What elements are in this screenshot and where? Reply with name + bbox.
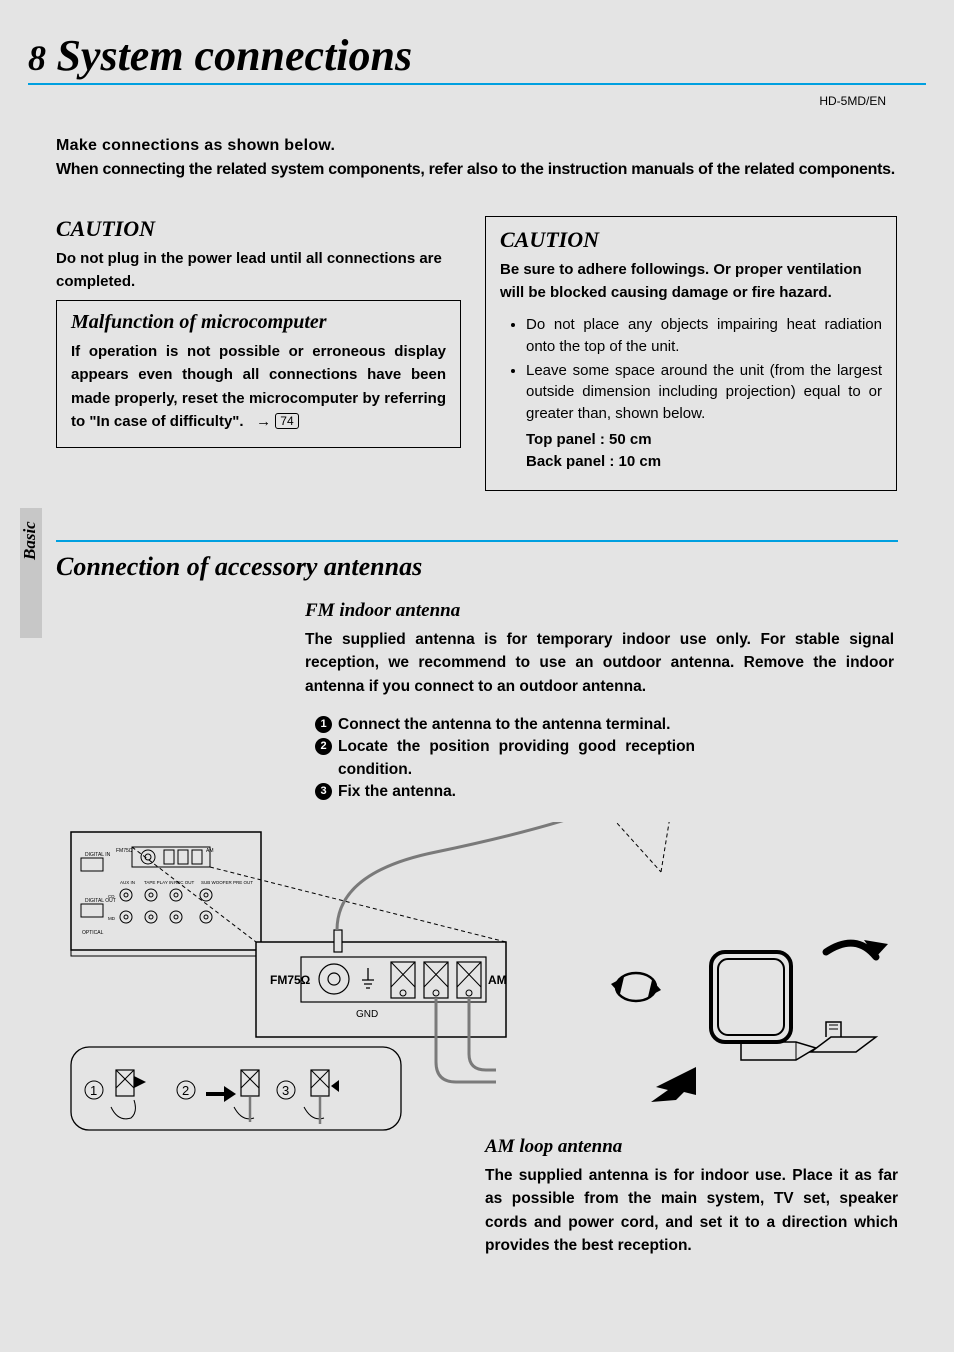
label-digital-in: DIGITAL IN: [85, 852, 111, 858]
fm-step-1: 1 Connect the antenna to the antenna ter…: [315, 714, 695, 736]
fm-title: FM indoor antenna: [305, 600, 894, 622]
arrow-icon: →: [256, 413, 271, 430]
page-number: 8: [28, 37, 46, 79]
step-badge-1: 1: [315, 716, 332, 733]
am-loop-antenna-icon: [711, 952, 816, 1060]
callout-1: 1: [90, 1083, 97, 1098]
step-badge-3: 3: [315, 783, 332, 800]
caution-right-list: Do not place any objects impairing heat …: [500, 314, 882, 425]
label-sub: SUB WOOFER PRE OUT: [201, 880, 253, 885]
caution-right-body: Be sure to adhere followings. Or proper …: [500, 259, 882, 304]
step-text-1: Connect the antenna to the antenna termi…: [338, 714, 695, 736]
fm-steps: 1 Connect the antenna to the antenna ter…: [315, 714, 695, 804]
intro-text: Make connections as shown below. When co…: [56, 134, 898, 182]
label-fm-small: FM75Ω: [116, 848, 133, 854]
label-gnd: GND: [356, 1009, 378, 1020]
label-am-small: AM: [206, 848, 214, 854]
rear-panel-small: DIGITAL IN DIGITAL OUT OPTICAL FM75Ω AM …: [71, 832, 261, 956]
label-aux: AUX IN: [120, 880, 135, 885]
page-header: 8 System connections: [28, 30, 926, 85]
antenna-base-icon: [811, 1022, 876, 1052]
label-md: MD: [108, 916, 116, 921]
malfunction-body: If operation is not possible or erroneou…: [71, 340, 446, 433]
caution-bullet-2: Leave some space around the unit (from t…: [526, 360, 882, 425]
caution-right-title: CAUTION: [500, 227, 882, 253]
insertion-steps: 1 2 3: [71, 1047, 401, 1130]
fm-step-2: 2 Locate the position providing good rec…: [315, 736, 695, 781]
malfunction-box: Malfunction of microcomputer If operatio…: [56, 300, 461, 448]
am-block: AM loop antenna The supplied antenna is …: [485, 1136, 898, 1257]
label-am-big: AM: [488, 973, 507, 987]
fm-step-3: 3 Fix the antenna.: [315, 781, 695, 803]
label-optical: OPTICAL: [82, 930, 104, 936]
section-title: Connection of accessory antennas: [56, 552, 422, 582]
spacing-lines: Top panel : 50 cm Back panel : 10 cm: [526, 429, 882, 474]
step-text-2: Locate the position providing good recep…: [338, 736, 695, 781]
label-cd: CD: [108, 894, 115, 899]
header-rule: [28, 83, 926, 85]
fm-wire: [337, 822, 616, 930]
caution-bullet-1: Do not place any objects impairing heat …: [526, 314, 882, 358]
label-fm-big: FM75Ω: [270, 973, 311, 987]
step-badge-2: 2: [315, 738, 332, 755]
caution-left-title: CAUTION: [56, 216, 461, 242]
spacing-back: Back panel : 10 cm: [526, 451, 882, 474]
pull-arrow-icon: [651, 1067, 696, 1102]
am-body: The supplied antenna is for indoor use. …: [485, 1164, 898, 1257]
fm-body: The supplied antenna is for temporary in…: [305, 628, 894, 698]
spacing-top: Top panel : 50 cm: [526, 429, 882, 452]
intro-line1: Make connections as shown below.: [56, 134, 898, 158]
caution-left: CAUTION Do not plug in the power lead un…: [56, 216, 461, 293]
label-tape: TAPE PLAY IN: [144, 880, 174, 885]
label-rec: REC OUT: [174, 880, 195, 885]
caution-right-box: CAUTION Be sure to adhere followings. Or…: [485, 216, 897, 491]
callout-3: 3: [282, 1083, 289, 1098]
page-ref-icon: 74: [275, 413, 298, 429]
caution-left-body: Do not plug in the power lead until all …: [56, 248, 461, 293]
side-tab-label: Basic: [20, 521, 40, 560]
fm-block: FM indoor antenna The supplied antenna i…: [305, 600, 894, 698]
model-code: HD-5MD/EN: [819, 94, 886, 108]
callout-2: 2: [182, 1083, 189, 1098]
page-title: System connections: [56, 30, 412, 81]
intro-line2: When connecting the related system compo…: [56, 158, 898, 182]
connection-diagram: DIGITAL IN DIGITAL OUT OPTICAL FM75Ω AM …: [56, 822, 898, 1132]
step-text-3: Fix the antenna.: [338, 781, 695, 803]
am-title: AM loop antenna: [485, 1136, 898, 1158]
malfunction-title: Malfunction of microcomputer: [71, 311, 446, 334]
section-rule: [56, 540, 898, 542]
